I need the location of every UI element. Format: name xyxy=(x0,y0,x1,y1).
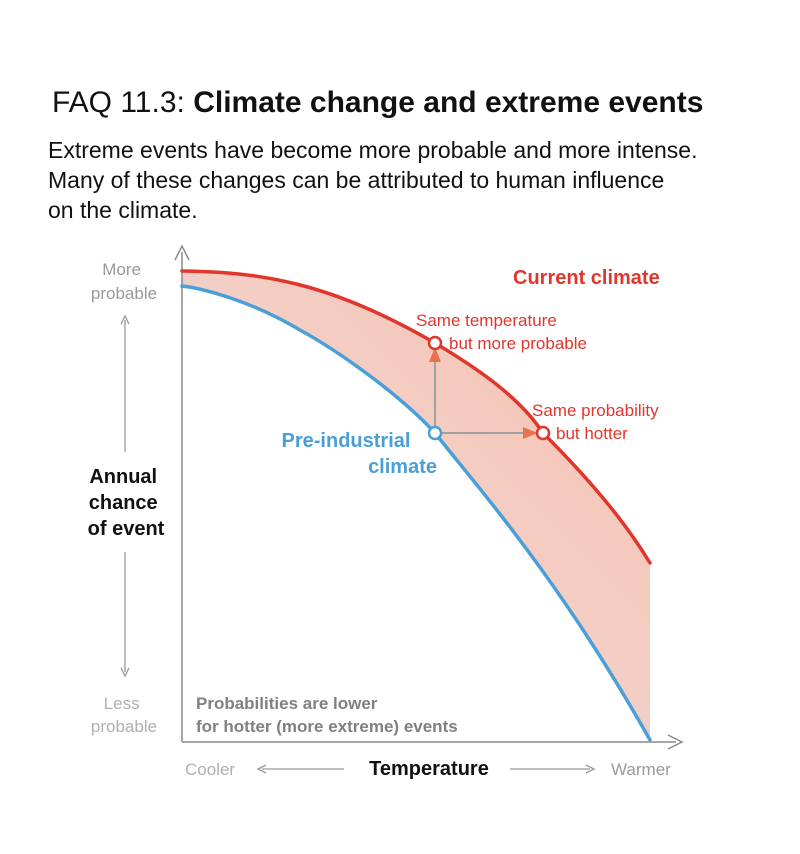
same-temperature-point xyxy=(427,335,443,351)
title-prefix: FAQ 11.3: xyxy=(52,86,185,119)
y-down-arrowhead xyxy=(120,667,130,678)
x-left-label: Cooler xyxy=(185,760,235,779)
same-temperature-annotation: Same temperature but more probable xyxy=(416,311,587,353)
probability-note: Probabilities are lower for hotter (more… xyxy=(196,694,458,736)
x-axis-title: Temperature xyxy=(369,758,489,780)
preindustrial-climate-label: Pre-industrial climate xyxy=(282,430,437,478)
x-right-label: Warmer xyxy=(611,760,671,779)
y-axis-arrowhead xyxy=(174,244,190,261)
x-right-arrowhead xyxy=(585,764,596,774)
title-main: Climate change and extreme events xyxy=(193,86,704,119)
current-climate-label: Current climate xyxy=(513,267,660,289)
page-subtitle: Extreme events have become more probable… xyxy=(48,135,788,225)
y-axis-title: Annual chance of event xyxy=(88,466,165,540)
y-bottom-label: Less probable xyxy=(91,694,157,736)
page-title: FAQ 11.3: Climate change and extreme eve… xyxy=(52,86,703,120)
y-up-arrowhead xyxy=(120,314,130,325)
subtitle-line: Extreme events have become more probable… xyxy=(48,137,698,163)
preindustrial-point xyxy=(427,425,443,441)
subtitle-line: Many of these changes can be attributed … xyxy=(48,167,665,193)
same-probability-point xyxy=(535,425,551,441)
difference-band xyxy=(182,271,650,740)
preindustrial-climate-curve xyxy=(180,284,652,742)
y-top-label: More probable xyxy=(91,260,157,303)
x-axis-arrowhead xyxy=(667,734,684,750)
current-climate-curve xyxy=(180,269,652,565)
temperature-arrowhead xyxy=(522,427,538,439)
subtitle-line: on the climate. xyxy=(48,197,198,223)
x-left-arrowhead xyxy=(256,764,267,774)
same-probability-annotation: Same probability but hotter xyxy=(532,401,663,443)
